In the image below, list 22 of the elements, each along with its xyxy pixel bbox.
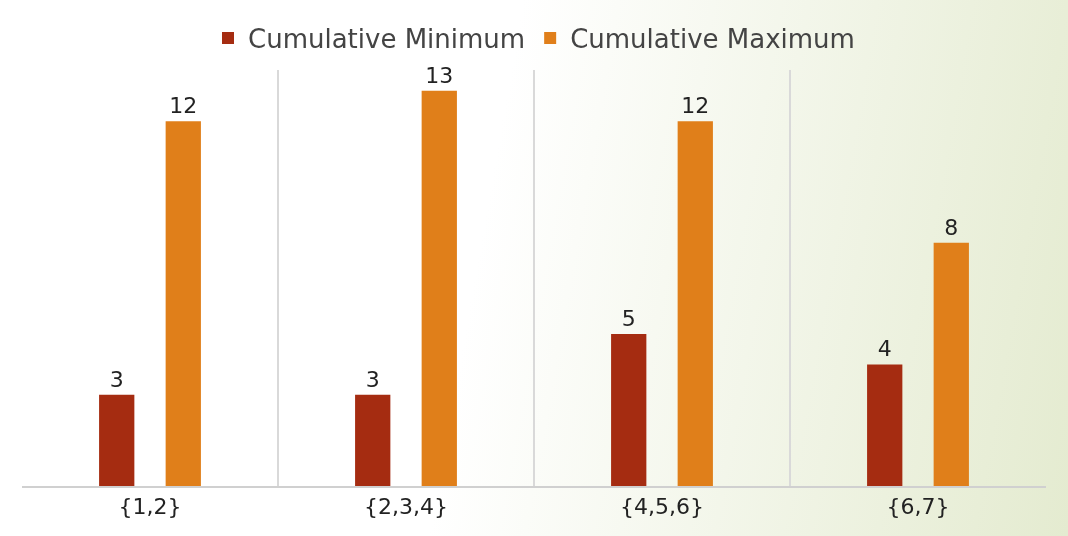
data-label: 8 <box>944 214 959 240</box>
data-label: 12 <box>169 93 198 119</box>
bar <box>611 334 647 486</box>
data-label: 3 <box>365 366 380 392</box>
legend-label: Cumulative Maximum <box>570 24 855 55</box>
bar <box>421 90 457 486</box>
legend-label: Cumulative Minimum <box>248 24 526 55</box>
bar <box>677 121 713 486</box>
x-tick-label: {6,7} <box>886 494 950 520</box>
data-label: 12 <box>681 93 710 119</box>
x-tick-label: {1,2} <box>118 494 182 520</box>
data-label: 13 <box>425 62 454 88</box>
x-tick-label: {2,3,4} <box>364 494 448 520</box>
data-label: 5 <box>621 306 636 331</box>
bar <box>165 121 201 486</box>
x-tick-label: {4,5,6} <box>620 494 704 520</box>
bar <box>933 242 969 486</box>
data-label: 4 <box>877 336 892 362</box>
bar <box>867 364 903 486</box>
data-label: 3 <box>109 366 124 392</box>
bar <box>355 394 391 486</box>
bar <box>99 394 135 486</box>
